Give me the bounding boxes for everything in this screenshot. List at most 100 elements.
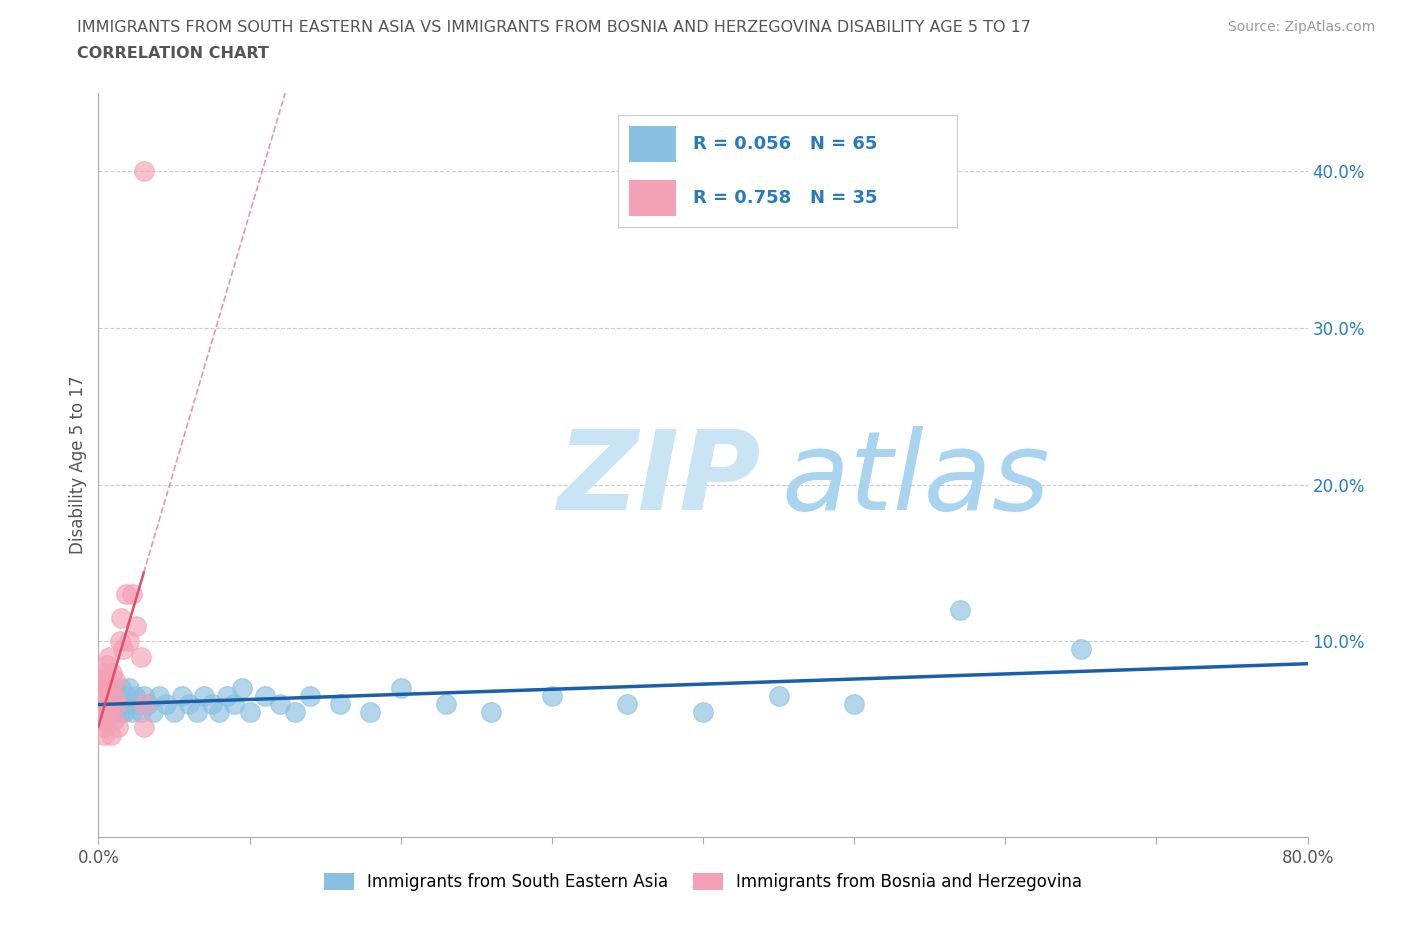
Text: Source: ZipAtlas.com: Source: ZipAtlas.com bbox=[1227, 20, 1375, 34]
Point bbox=[93, 728, 115, 743]
Point bbox=[179, 697, 201, 711]
Point bbox=[186, 704, 208, 719]
Legend: Immigrants from South Eastern Asia, Immigrants from Bosnia and Herzegovina: Immigrants from South Eastern Asia, Immi… bbox=[315, 865, 1091, 899]
Point bbox=[98, 704, 121, 719]
Point bbox=[540, 688, 562, 703]
Point bbox=[103, 681, 125, 696]
Point bbox=[94, 673, 117, 688]
Point bbox=[129, 649, 152, 664]
Point bbox=[91, 712, 114, 727]
Point bbox=[239, 704, 262, 719]
Point bbox=[89, 697, 111, 711]
Point bbox=[104, 673, 127, 688]
Point bbox=[136, 697, 159, 711]
Point bbox=[170, 688, 193, 703]
Point bbox=[103, 697, 125, 711]
Point bbox=[118, 681, 141, 696]
Point bbox=[105, 697, 128, 711]
Point bbox=[201, 697, 224, 711]
Point bbox=[118, 633, 141, 648]
Point bbox=[481, 704, 503, 719]
Point bbox=[90, 688, 112, 703]
Point bbox=[129, 704, 152, 719]
Point bbox=[94, 681, 117, 696]
Point bbox=[269, 697, 291, 711]
Point bbox=[208, 704, 231, 719]
Point bbox=[91, 681, 114, 696]
Text: CORRELATION CHART: CORRELATION CHART bbox=[77, 46, 269, 61]
Point bbox=[100, 704, 122, 719]
Point bbox=[89, 697, 111, 711]
Point bbox=[112, 704, 135, 719]
Point bbox=[98, 681, 121, 696]
Point bbox=[132, 688, 155, 703]
Point bbox=[96, 688, 118, 703]
Point bbox=[93, 688, 115, 703]
Point bbox=[101, 688, 124, 703]
Point bbox=[360, 704, 382, 719]
Point bbox=[284, 704, 307, 719]
Point bbox=[93, 688, 115, 703]
Point bbox=[114, 587, 136, 602]
Point bbox=[121, 587, 143, 602]
Point bbox=[104, 704, 127, 719]
Point bbox=[148, 688, 170, 703]
Point bbox=[94, 704, 117, 719]
Point bbox=[90, 673, 112, 688]
Point bbox=[90, 688, 112, 703]
Point bbox=[224, 697, 246, 711]
Point bbox=[107, 720, 129, 735]
Point bbox=[299, 688, 322, 703]
Point bbox=[94, 712, 117, 727]
Point bbox=[90, 704, 112, 719]
Point bbox=[96, 697, 118, 711]
Point bbox=[98, 704, 121, 719]
Point bbox=[692, 704, 714, 719]
Point bbox=[329, 697, 352, 711]
Point bbox=[93, 720, 115, 735]
Point bbox=[768, 688, 790, 703]
Point bbox=[193, 688, 215, 703]
Point bbox=[1070, 642, 1092, 657]
Point bbox=[115, 697, 138, 711]
Point bbox=[844, 697, 866, 711]
Point bbox=[105, 688, 128, 703]
Point bbox=[132, 164, 155, 179]
Text: IMMIGRANTS FROM SOUTH EASTERN ASIA VS IMMIGRANTS FROM BOSNIA AND HERZEGOVINA DIS: IMMIGRANTS FROM SOUTH EASTERN ASIA VS IM… bbox=[77, 20, 1032, 35]
Point bbox=[101, 665, 124, 680]
Point bbox=[434, 697, 457, 711]
Point bbox=[127, 697, 149, 711]
Point bbox=[89, 712, 111, 727]
Point bbox=[93, 697, 115, 711]
Point bbox=[98, 649, 121, 664]
Point bbox=[389, 681, 412, 696]
Point bbox=[91, 704, 114, 719]
Point bbox=[125, 618, 148, 633]
Point bbox=[111, 697, 134, 711]
Point bbox=[103, 688, 125, 703]
Text: ZIP: ZIP bbox=[558, 426, 762, 534]
Text: atlas: atlas bbox=[782, 426, 1050, 534]
Point bbox=[103, 712, 125, 727]
Point bbox=[121, 704, 143, 719]
Point bbox=[107, 697, 129, 711]
Point bbox=[231, 681, 253, 696]
Point bbox=[616, 697, 638, 711]
Point bbox=[108, 633, 131, 648]
Point bbox=[132, 720, 155, 735]
Point bbox=[100, 728, 122, 743]
Point bbox=[253, 688, 276, 703]
Point bbox=[100, 697, 122, 711]
Point bbox=[155, 697, 177, 711]
Point bbox=[110, 681, 132, 696]
Point bbox=[142, 704, 165, 719]
Point bbox=[89, 673, 111, 688]
Point bbox=[124, 688, 146, 703]
Point bbox=[96, 658, 118, 672]
Point bbox=[949, 603, 972, 618]
Point bbox=[91, 665, 114, 680]
Point bbox=[215, 688, 238, 703]
Point bbox=[96, 697, 118, 711]
Point bbox=[108, 704, 131, 719]
Y-axis label: Disability Age 5 to 17: Disability Age 5 to 17 bbox=[69, 376, 87, 554]
